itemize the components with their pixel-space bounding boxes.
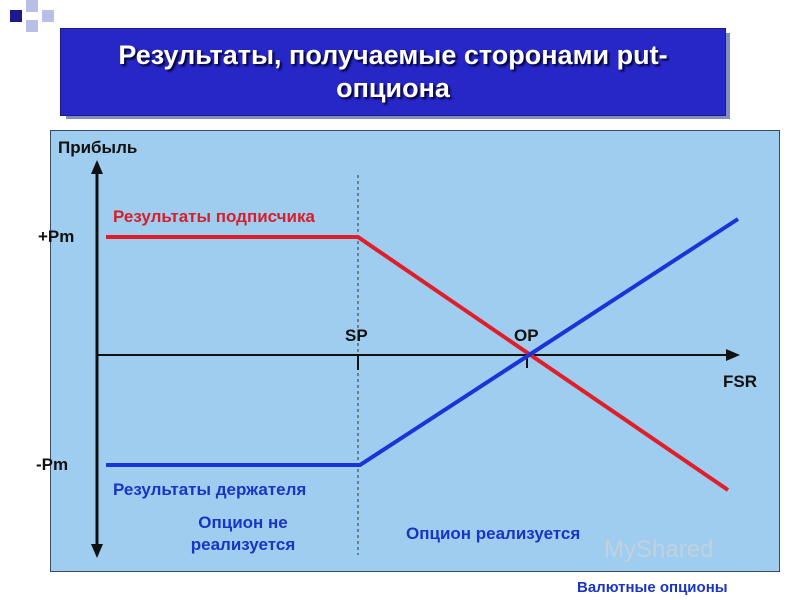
y-axis-label: Прибыль	[58, 138, 138, 157]
sp-marker-label: SP	[345, 326, 368, 345]
writer-payoff-line	[106, 235, 730, 492]
writer-series-label: Результаты подписчика	[113, 207, 315, 226]
y-axis-arrow-top	[91, 160, 103, 174]
region-not-exercised-label: Опцион не реализуется	[190, 513, 296, 554]
slide-title: Результаты, получаемые сторонами put-опц…	[118, 40, 668, 103]
title-box: Результаты, получаемые сторонами put-опц…	[60, 28, 726, 116]
x-axis-label: FSR	[723, 372, 757, 391]
watermark-logo: MyShared	[604, 536, 714, 563]
slide-footer: Валютные опционы	[577, 579, 728, 596]
y-axis-arrow-bottom	[91, 544, 103, 558]
holder-series-label: Результаты держателя	[113, 480, 307, 499]
x-axis-arrow	[726, 349, 740, 361]
op-marker-label: OP	[514, 326, 539, 345]
y-tick-minus-pm: -Pm	[36, 455, 69, 474]
region-exercised-label: Опцион реализуется	[406, 524, 581, 543]
diagram-panel	[50, 130, 780, 572]
holder-payoff-line	[106, 217, 740, 467]
y-tick-plus-pm: +Pm	[38, 227, 75, 246]
